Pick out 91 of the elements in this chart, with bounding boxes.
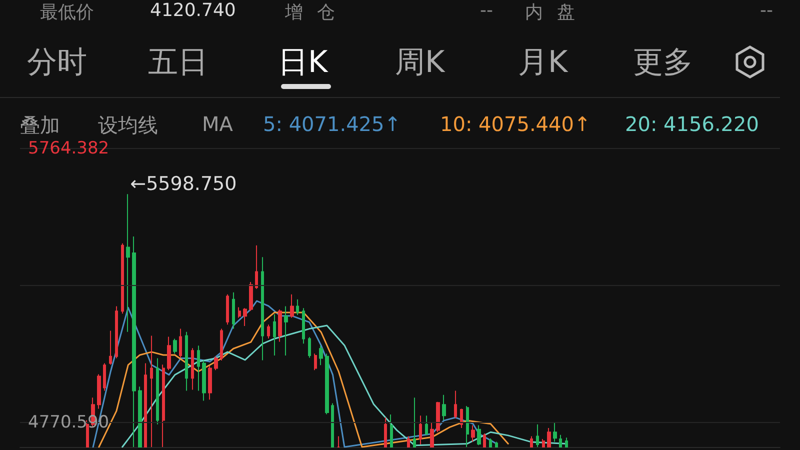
candlestick (471, 424, 475, 442)
candlestick (167, 336, 171, 371)
candlestick (255, 244, 258, 290)
candlestick (103, 362, 106, 392)
text: 分时 (27, 44, 87, 82)
candlestick (425, 415, 428, 436)
line-series (122, 324, 568, 448)
candlestick (442, 394, 446, 421)
candlestick (208, 365, 212, 400)
candlestick (390, 414, 393, 448)
candlestick (454, 390, 457, 419)
candlestick (179, 328, 182, 358)
text: -- (480, 0, 493, 21)
candlestick (436, 401, 440, 433)
candlestick (202, 360, 206, 402)
candlestick (238, 306, 241, 318)
candlestick (97, 374, 101, 410)
candlestick (156, 358, 159, 425)
candlestick (173, 338, 177, 354)
candlestick (559, 434, 562, 448)
candlestick (530, 436, 533, 448)
text: 4156.220 (664, 112, 759, 136)
candlestick (553, 422, 557, 442)
text: 4075.440↑ (478, 112, 591, 136)
candlestick (220, 328, 223, 361)
candlestick (314, 353, 317, 371)
candlestick (185, 331, 188, 392)
text: 4120.740 (150, 0, 236, 21)
candlestick (296, 298, 299, 316)
candlestick (162, 364, 165, 448)
candlestick (290, 294, 294, 318)
candlestick (331, 402, 334, 448)
candlestick (226, 294, 229, 326)
text: 五日 (148, 44, 208, 82)
candlestick (302, 308, 305, 344)
text: 增仓 (285, 1, 349, 24)
candlestick (197, 345, 200, 392)
annotation: ←5598.750 (130, 173, 237, 196)
candlestick (384, 417, 387, 448)
text: MA (202, 112, 233, 136)
text: 内盘 (525, 1, 589, 24)
y-tick-label: 5764.382 (28, 138, 110, 158)
text: 最低价 (40, 1, 94, 24)
candlestick (121, 242, 124, 314)
candlestick (273, 314, 276, 356)
text: 周K (395, 44, 445, 82)
candlestick (232, 292, 235, 330)
candlestick (261, 256, 264, 361)
candlestick (489, 438, 492, 448)
candlestick (126, 194, 130, 332)
candlestick (430, 422, 434, 448)
candlestick (495, 441, 498, 448)
candlestick (191, 348, 194, 390)
candlestick (477, 424, 481, 446)
candlestick (267, 324, 270, 339)
text: 设均线 (98, 112, 158, 139)
y-tick-label: 4770.590 (28, 412, 110, 432)
text: 10: (440, 112, 474, 136)
candlestick (319, 345, 323, 366)
candlestick (278, 309, 282, 342)
text: 4071.425↑ (288, 112, 402, 136)
candlestick (407, 436, 410, 448)
text: 月K (518, 44, 568, 82)
candlestick (460, 408, 463, 428)
text: 叠加 (20, 112, 60, 139)
text: 日K (278, 44, 328, 82)
candlestick (243, 308, 247, 327)
candlestick (413, 397, 416, 448)
text: 20: (625, 112, 658, 136)
candlestick (109, 330, 112, 366)
text: 5: (263, 112, 284, 136)
candlestick (144, 362, 147, 448)
candlestick (138, 386, 142, 448)
text: -- (760, 0, 773, 21)
candlestick (466, 405, 469, 448)
candlestick (284, 306, 288, 356)
candlestick (132, 236, 136, 448)
candlestick (565, 437, 568, 448)
candlestick (249, 281, 253, 312)
candlestick (337, 436, 340, 448)
candlestick (150, 335, 153, 448)
candlestick (325, 353, 329, 415)
candlestick (419, 415, 422, 446)
candlestick (483, 433, 486, 448)
candlestick (214, 356, 218, 371)
candlestick (308, 336, 311, 358)
candlestick (115, 306, 118, 359)
candlestick (542, 438, 545, 448)
candlestick (547, 427, 551, 448)
candlestick (536, 424, 539, 448)
text: 更多 (633, 44, 693, 82)
